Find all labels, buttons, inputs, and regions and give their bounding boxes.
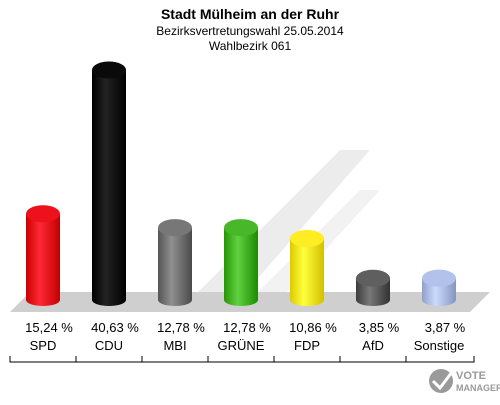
bar-body	[158, 227, 192, 306]
bar-top	[422, 269, 456, 287]
logo-text-manager: MANAGER	[456, 383, 500, 393]
bar-sonstige	[422, 269, 456, 306]
logo-check-icon	[431, 371, 454, 391]
bar-spd	[26, 205, 60, 306]
bar-cdu	[92, 61, 126, 306]
bar-grüne	[224, 219, 258, 306]
vote-manager-logo: VOTE MANAGER	[429, 369, 500, 393]
category-bracket-line	[9, 356, 475, 363]
category-label: CDU	[95, 338, 123, 353]
category-label: SPD	[30, 338, 57, 353]
category-label: AfD	[362, 338, 384, 353]
category-label: Sonstige	[414, 338, 465, 353]
value-label: 15,24 %	[25, 320, 73, 335]
bar-body	[92, 70, 126, 306]
background-decoration	[180, 150, 380, 310]
value-label: 3,87 %	[425, 320, 466, 335]
bar-fdp	[290, 230, 324, 306]
category-brackets	[9, 356, 475, 363]
logo-text-vote: VOTE	[456, 370, 486, 382]
category-labels-group: SPD CDU MBI GRÜNE FDP AfD Sonstige	[30, 338, 465, 353]
value-label: 10,86 %	[289, 320, 337, 335]
value-label: 40,63 %	[91, 320, 139, 335]
logo-circle-icon	[429, 369, 453, 393]
value-label: 3,85 %	[359, 320, 400, 335]
bar-body	[290, 238, 324, 306]
bar-top	[224, 219, 258, 237]
category-label: GRÜNE	[218, 338, 265, 353]
category-label: FDP	[294, 338, 320, 353]
bar-top	[158, 219, 192, 237]
chart-subtitle: Bezirksvertretungswahl 25.05.2014	[156, 24, 344, 38]
bar-mbi	[158, 219, 192, 306]
bar-afd	[356, 269, 390, 306]
value-label: 12,78 %	[157, 320, 205, 335]
value-labels-group: 15,24 % 40,63 % 12,78 % 12,78 % 10,86 % 3,85 …	[25, 320, 466, 335]
bar-body	[224, 227, 258, 306]
bar-top	[356, 269, 390, 287]
category-label: MBI	[163, 338, 186, 353]
chart-subtitle-district: Wahlbezirk 061	[209, 39, 292, 53]
chart-title: Stadt Mülheim an der Ruhr	[161, 6, 340, 22]
value-label: 12,78 %	[223, 320, 271, 335]
bar-top	[92, 61, 126, 79]
bar-body	[26, 213, 60, 306]
bar-top	[26, 205, 60, 223]
bars-group	[26, 61, 456, 306]
bar-top	[290, 230, 324, 248]
